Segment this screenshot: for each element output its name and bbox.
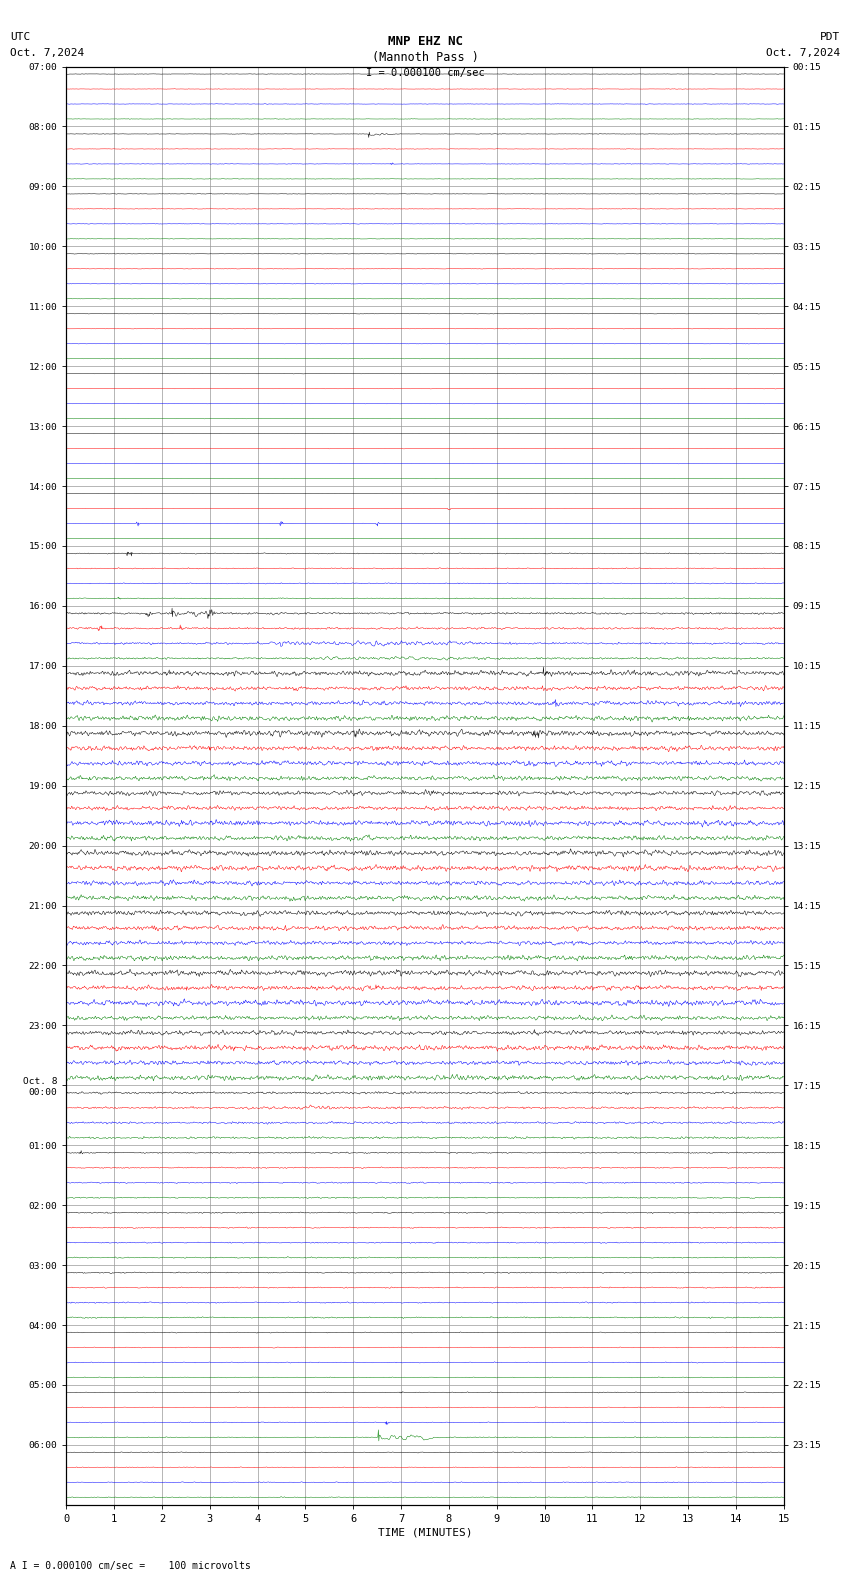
Text: I = 0.000100 cm/sec: I = 0.000100 cm/sec — [366, 68, 484, 78]
Text: PDT: PDT — [819, 32, 840, 41]
Text: A I = 0.000100 cm/sec =    100 microvolts: A I = 0.000100 cm/sec = 100 microvolts — [10, 1562, 251, 1571]
Text: Oct. 7,2024: Oct. 7,2024 — [10, 48, 84, 57]
X-axis label: TIME (MINUTES): TIME (MINUTES) — [377, 1529, 473, 1538]
Text: UTC: UTC — [10, 32, 31, 41]
Text: Oct. 7,2024: Oct. 7,2024 — [766, 48, 840, 57]
Text: (Mannoth Pass ): (Mannoth Pass ) — [371, 51, 479, 63]
Text: MNP EHZ NC: MNP EHZ NC — [388, 35, 462, 48]
